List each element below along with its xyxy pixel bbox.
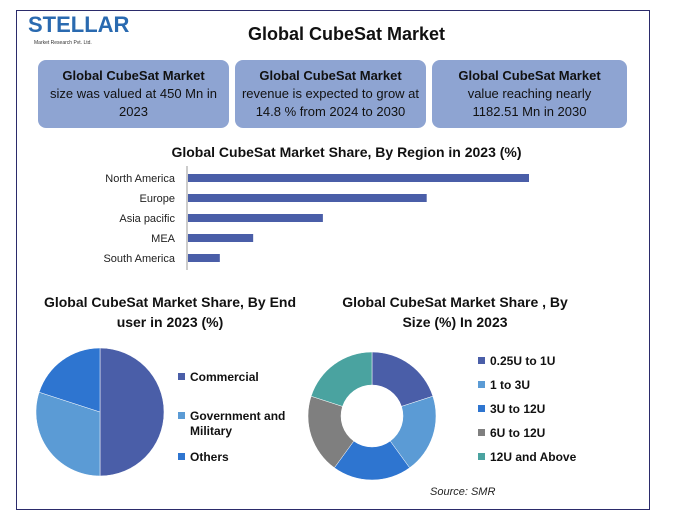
bar-south-america bbox=[188, 254, 220, 262]
bar-label-south-america: South America bbox=[103, 253, 175, 265]
enduser-chart-title: Global CubeSat Market Share, By End user… bbox=[40, 292, 300, 332]
legend-label: 0.25U to 1U bbox=[490, 354, 556, 368]
region-bar-chart: North America Europe Asia pacific MEA South … bbox=[103, 166, 529, 270]
legend-swatch bbox=[478, 453, 485, 461]
legend-label: Commercial bbox=[190, 370, 259, 384]
enduser-pie-chart bbox=[35, 347, 165, 477]
bar-mea bbox=[188, 234, 254, 242]
stat-box-growth: Global CubeSat Market revenue is expecte… bbox=[235, 60, 426, 128]
size-legend: 0.25U to 1U 1 to 3U 3U to 12U 6U to 12U 12U … bbox=[478, 354, 598, 474]
source-note: Source: SMR bbox=[430, 486, 496, 498]
legend-item-6u-to-12u: 6U to 12U bbox=[478, 426, 545, 441]
size-chart-title: Global CubeSat Market Share , By Size (%… bbox=[335, 292, 575, 332]
legend-label: 1 to 3U bbox=[490, 378, 531, 392]
slice-commercial bbox=[99, 347, 165, 477]
legend-item-0-25u-to-1u: 0.25U to 1U bbox=[478, 354, 555, 369]
legend-item-12u-and-above: 12U and Above bbox=[478, 450, 576, 465]
bar-label-north-america: North America bbox=[105, 173, 176, 185]
legend-item-others: Others bbox=[178, 450, 229, 465]
stat-title: Global CubeSat Market bbox=[458, 68, 601, 83]
logo-tagline: Market Research Pvt. Ltd. bbox=[34, 40, 92, 46]
bar-label-asia-pacific: Asia pacific bbox=[119, 213, 175, 225]
slice-0-25u-to-1u bbox=[371, 351, 434, 407]
legend-label: Government and Military bbox=[190, 409, 286, 438]
bar-north-america bbox=[188, 174, 529, 182]
stat-title: Global CubeSat Market bbox=[62, 68, 205, 83]
bar-europe bbox=[188, 194, 427, 202]
enduser-title-text: Global CubeSat Market Share, By End user… bbox=[43, 294, 297, 330]
region-chart-title: Global CubeSat Market Share, By Region i… bbox=[171, 144, 522, 160]
legend-swatch bbox=[478, 405, 485, 413]
slice-government-and-military bbox=[35, 391, 101, 477]
legend-item-3u-to-12u: 3U to 12U bbox=[478, 402, 545, 417]
legend-swatch bbox=[178, 453, 185, 461]
stellar-logo: STELLAR Market Research Pvt. Ltd. bbox=[28, 12, 129, 52]
slice-12u-and-above bbox=[310, 351, 373, 407]
slice-others bbox=[38, 347, 101, 413]
legend-swatch bbox=[478, 429, 485, 437]
legend-swatch bbox=[178, 412, 185, 420]
legend-label: 3U to 12U bbox=[490, 402, 546, 416]
legend-swatch bbox=[178, 373, 185, 381]
legend-item-commercial: Commercial bbox=[178, 370, 259, 385]
stat-box-forecast: Global CubeSat Market value reaching nea… bbox=[432, 60, 627, 128]
bar-asia-pacific bbox=[188, 214, 323, 222]
stat-body: value reaching nearly 1182.51 Mn in 2030 bbox=[467, 86, 592, 119]
bar-label-europe: Europe bbox=[140, 193, 175, 205]
stat-title: Global CubeSat Market bbox=[259, 68, 402, 83]
stat-box-market-size: Global CubeSat Market size was valued at… bbox=[38, 60, 229, 128]
bar-label-mea: MEA bbox=[151, 233, 176, 245]
size-title-text: Global CubeSat Market Share , By Size (%… bbox=[342, 294, 568, 330]
stat-body: size was valued at 450 Mn in 2023 bbox=[50, 86, 217, 119]
legend-item-government-and-military: Government and Military bbox=[178, 409, 290, 439]
size-donut-chart bbox=[307, 351, 437, 481]
enduser-legend: Commercial Government and Military Others bbox=[178, 370, 308, 470]
legend-label: 12U and Above bbox=[490, 450, 577, 464]
stat-body: revenue is expected to grow at 14.8 % fr… bbox=[241, 86, 420, 119]
legend-swatch bbox=[478, 357, 485, 365]
main-title: Global CubeSat Market bbox=[247, 24, 446, 44]
legend-label: 6U to 12U bbox=[490, 426, 546, 440]
logo-name: STELLAR bbox=[28, 12, 130, 37]
legend-label: Others bbox=[190, 450, 229, 464]
legend-swatch bbox=[478, 381, 485, 389]
legend-item-1-to-3u: 1 to 3U bbox=[478, 378, 530, 393]
